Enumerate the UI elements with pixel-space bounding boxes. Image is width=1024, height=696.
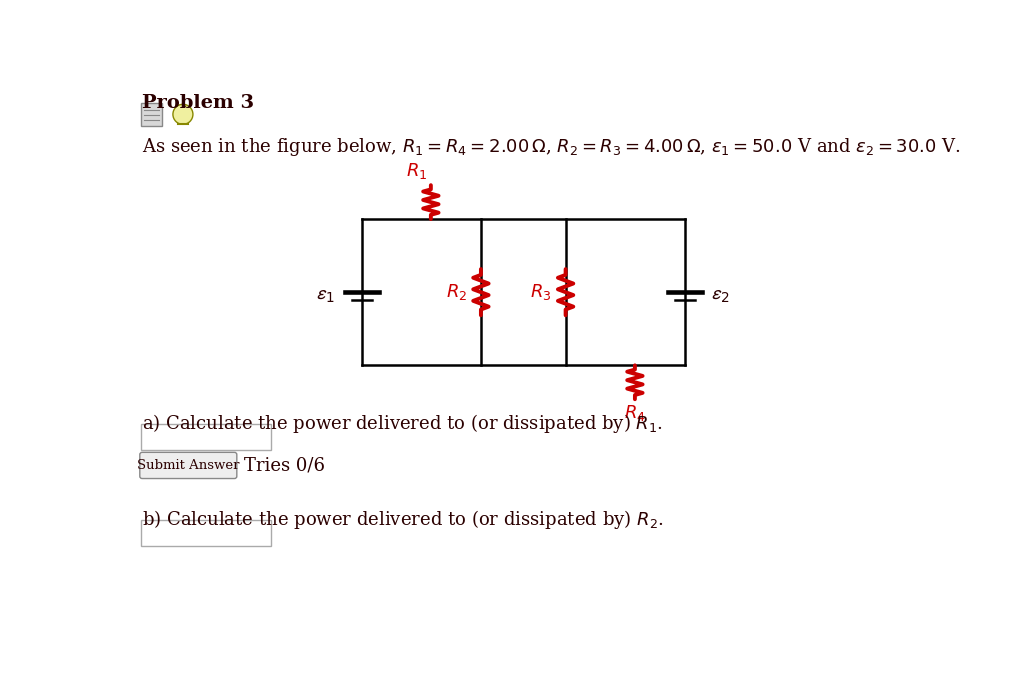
Text: Submit Answer: Submit Answer — [137, 459, 240, 472]
Text: Problem 3: Problem 3 — [142, 94, 254, 112]
FancyBboxPatch shape — [141, 103, 162, 126]
FancyBboxPatch shape — [140, 424, 270, 450]
Text: $R_3$: $R_3$ — [530, 282, 552, 302]
Text: $R_2$: $R_2$ — [445, 282, 467, 302]
Text: b) Calculate the power delivered to (or dissipated by) $R_2$.: b) Calculate the power delivered to (or … — [142, 508, 664, 531]
Text: $\mathcal{\varepsilon}_1$: $\mathcal{\varepsilon}_1$ — [316, 287, 336, 305]
Text: $\mathcal{\varepsilon}_2$: $\mathcal{\varepsilon}_2$ — [711, 287, 730, 305]
FancyBboxPatch shape — [140, 520, 270, 546]
Text: $R_4$: $R_4$ — [624, 403, 646, 423]
FancyBboxPatch shape — [140, 452, 237, 479]
Circle shape — [173, 104, 193, 125]
Text: a) Calculate the power delivered to (or dissipated by) $R_1$.: a) Calculate the power delivered to (or … — [142, 411, 663, 434]
Text: $R_1$: $R_1$ — [407, 161, 428, 182]
Text: As seen in the figure below, $R_1 = R_4 = 2.00\,\Omega$, $R_2 = R_3 = 4.00\,\Ome: As seen in the figure below, $R_1 = R_4 … — [142, 136, 961, 158]
Text: Tries 0/6: Tries 0/6 — [244, 457, 325, 475]
